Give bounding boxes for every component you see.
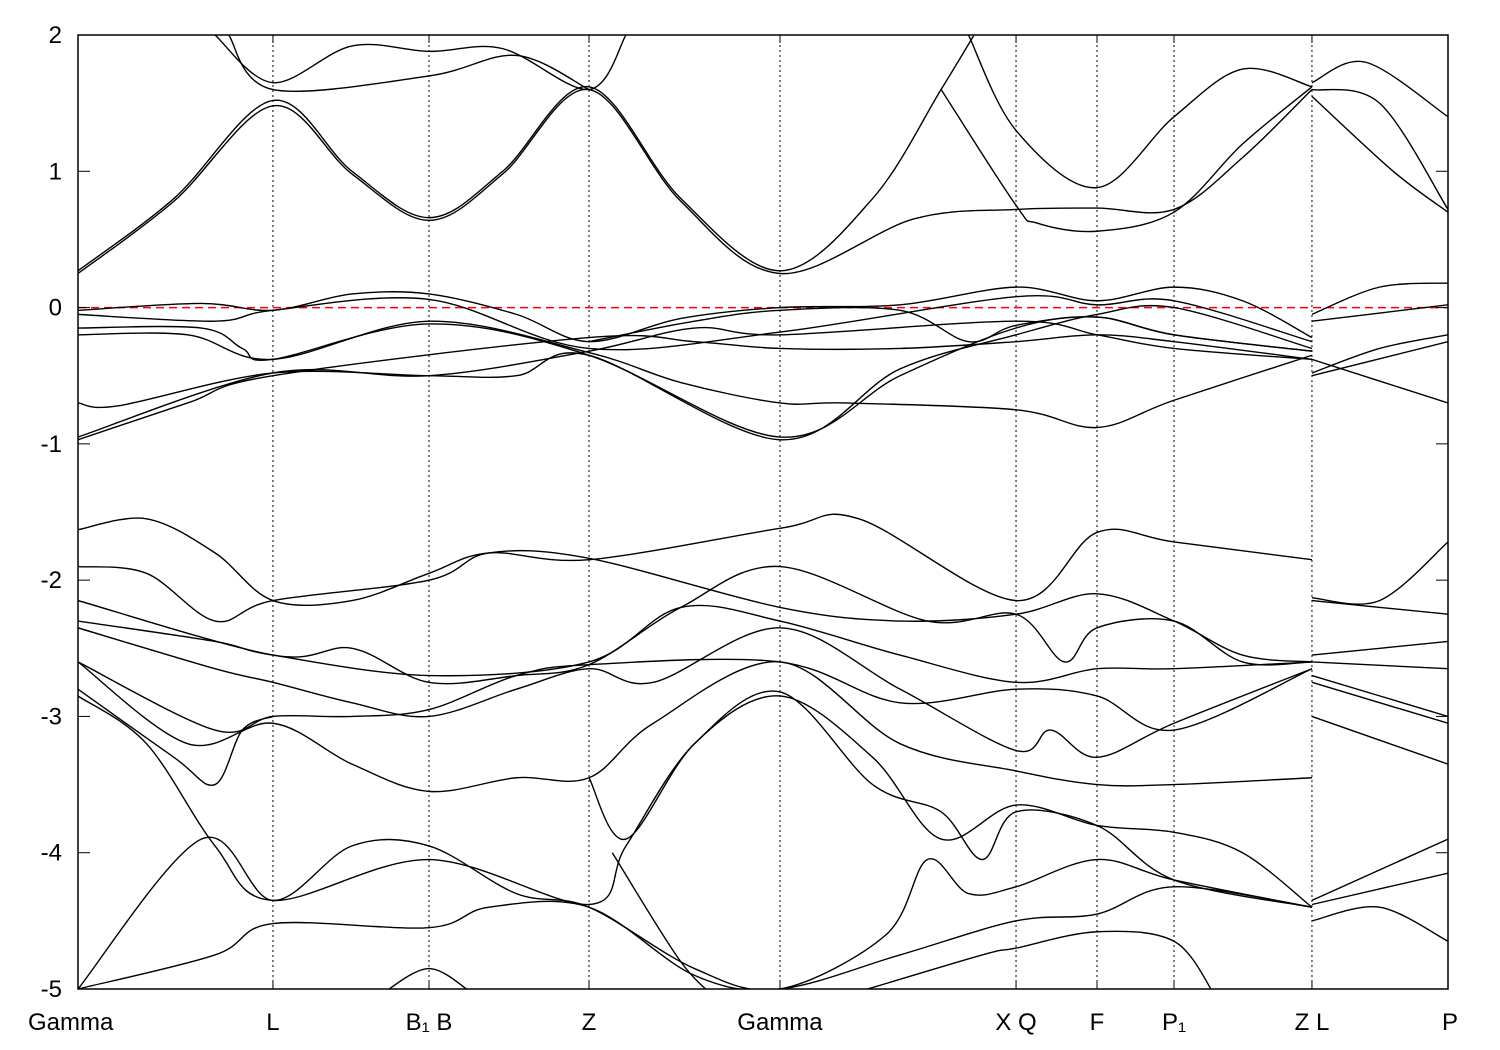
y-tick-label: -5: [41, 976, 62, 1003]
band-line: [388, 967, 468, 989]
band-line: [78, 513, 1313, 607]
y-tick-label: 1: [49, 158, 62, 185]
y-tick-label: 2: [49, 22, 62, 49]
band-line: [78, 286, 1313, 343]
y-tick-label: -3: [41, 703, 62, 730]
band-line: [1311, 304, 1448, 322]
band-line: [1311, 282, 1448, 316]
band-line: [228, 35, 590, 92]
band-line: [1311, 541, 1448, 605]
band-line: [940, 86, 1313, 233]
x-tick-label: Z: [582, 1009, 597, 1036]
band-line: [967, 35, 1313, 189]
band-line: [1311, 599, 1448, 615]
band-line: [588, 306, 1313, 352]
y-axis: 2 1 0 -1 -2 -3 -4 -5: [41, 22, 1448, 1003]
band-line: [78, 565, 1312, 685]
band-line: [1311, 872, 1448, 906]
plot-frame: [77, 34, 1449, 990]
band-line: [78, 334, 1313, 441]
band-line: [611, 852, 707, 989]
band-line: [865, 930, 1212, 989]
band-line: [78, 549, 1313, 663]
band-line: [1311, 340, 1448, 377]
x-tick-label: Gamma: [28, 1009, 114, 1036]
y-tick-label: 0: [49, 295, 62, 322]
band-line: [78, 35, 975, 272]
band-line: [78, 295, 1313, 351]
band-line: [1311, 674, 1448, 718]
x-tick-label: Gamma: [737, 1009, 823, 1036]
x-tick-label: P₁: [1162, 1009, 1186, 1036]
band-line: [1311, 661, 1448, 670]
x-tick-label: X Q: [995, 1009, 1036, 1036]
band-line: [1311, 358, 1448, 404]
bands: [78, 35, 1448, 989]
band-line: [78, 604, 1312, 684]
x-tick-label: F: [1090, 1009, 1105, 1036]
band-line: [1311, 681, 1448, 724]
band-line: [78, 886, 1313, 989]
y-tick-label: -2: [41, 567, 62, 594]
band-line: [1311, 88, 1448, 210]
band-line: [214, 35, 627, 91]
band-line: [78, 627, 1313, 759]
x-axis: Gamma L B₁ B Z Gamma X Q F P₁ Z L P: [28, 35, 1458, 1036]
band-line: [1311, 334, 1448, 374]
band-line: [1311, 715, 1448, 765]
x-tick-label: P: [1442, 1009, 1458, 1036]
band-line: [78, 661, 1312, 793]
band-line: [78, 88, 1313, 275]
band-line: [78, 695, 1313, 908]
y-tick-label: -1: [41, 431, 62, 458]
x-tick-label: Z L: [1295, 1009, 1330, 1036]
y-tick-label: -4: [41, 840, 62, 867]
band-line: [78, 836, 1313, 989]
band-line: [78, 688, 274, 787]
band-line: [1311, 95, 1448, 213]
x-tick-label: B₁ B: [406, 1009, 453, 1036]
band-line: [1311, 60, 1448, 118]
high-symmetry-lines: [272, 35, 1313, 989]
band-line: [1311, 838, 1448, 902]
band-line: [588, 690, 1313, 908]
band-line: [1311, 640, 1448, 656]
x-tick-label: L: [266, 1009, 279, 1036]
band-line: [1311, 906, 1448, 942]
